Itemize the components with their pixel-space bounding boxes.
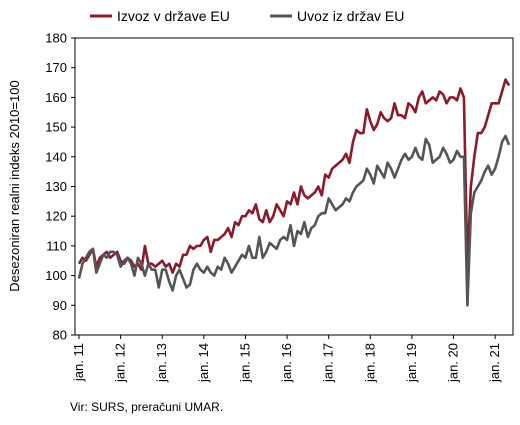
x-tick-label: jan. 14 <box>196 343 211 383</box>
y-tick-label: 170 <box>45 60 67 75</box>
y-axis-label: Desezoniran realni indeks 2010=100 <box>7 80 22 291</box>
y-tick-label: 90 <box>53 298 67 313</box>
x-tick-label: jan. 18 <box>362 343 377 383</box>
series-lines <box>77 78 511 307</box>
series-line-izvoz <box>77 78 511 274</box>
x-tick-label: jan. 13 <box>154 343 169 383</box>
y-tick-label: 120 <box>45 209 67 224</box>
x-axis: jan. 11 jan. 12 jan. 13 jan. 14 jan. 15 jan. … <box>71 335 502 383</box>
legend: Izvoz v države EU Uvoz iz držav EU <box>90 8 404 24</box>
y-tick-label: 180 <box>45 31 67 46</box>
source-note: Vir: SURS, preračuni UMAR. <box>70 400 224 414</box>
x-tick-label: jan. 21 <box>487 343 502 383</box>
x-tick-label: jan. 11 <box>71 343 86 382</box>
legend-label-izvoz: Izvoz v države EU <box>117 8 230 24</box>
legend-label-uvoz: Uvoz iz držav EU <box>297 8 404 24</box>
x-tick-label: jan. 16 <box>279 343 294 383</box>
x-tick-label: jan. 15 <box>237 343 252 383</box>
y-tick-label: 80 <box>53 328 67 343</box>
x-tick-label: jan. 12 <box>113 343 128 383</box>
x-tick-label: jan. 19 <box>404 343 419 383</box>
y-tick-label: 110 <box>46 238 67 253</box>
series-line-uvoz <box>77 134 511 307</box>
y-tick-label: 160 <box>45 90 67 105</box>
y-tick-label: 130 <box>45 179 67 194</box>
y-tick-label: 100 <box>45 268 67 283</box>
x-tick-label: jan. 20 <box>446 343 461 383</box>
y-axis: 80 90 100 110 120 130 140 150 160 170 180 <box>45 31 75 343</box>
y-tick-label: 150 <box>45 120 67 135</box>
x-tick-label: jan. 17 <box>321 343 336 383</box>
plot-frame <box>74 37 514 336</box>
y-tick-label: 140 <box>45 149 67 164</box>
